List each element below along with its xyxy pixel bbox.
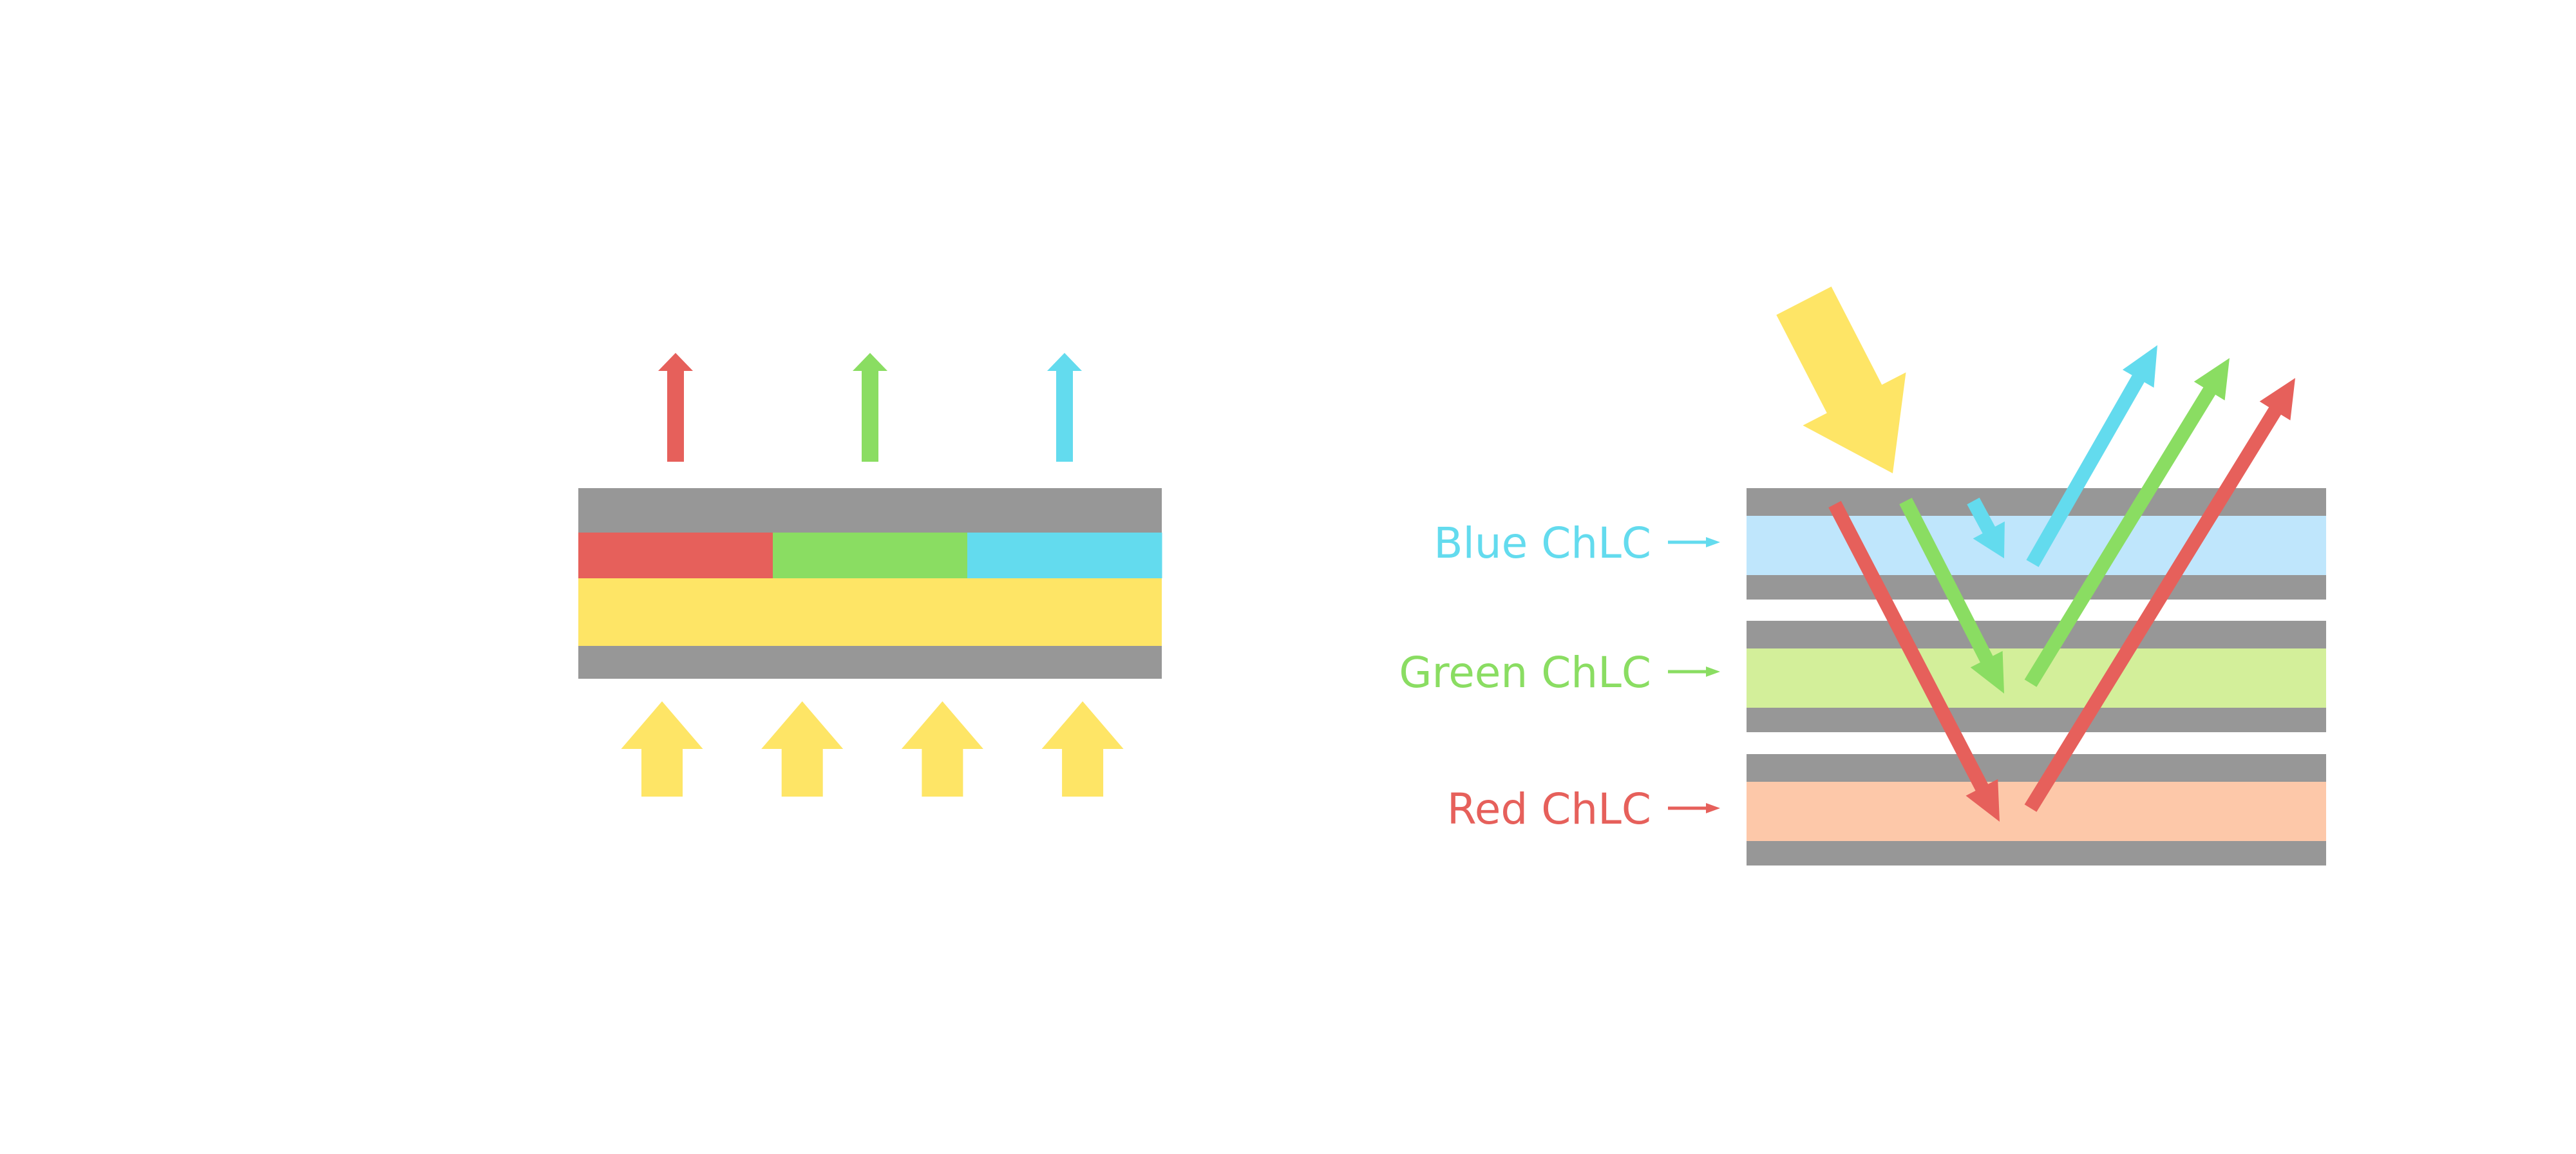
backlight-arrow-icon bbox=[621, 701, 703, 797]
chlc-reflective-display-diagram: Blue ChLC Green ChLC Red ChLC bbox=[1399, 287, 2326, 866]
red-incident-arrow-icon bbox=[1828, 500, 2000, 822]
green-chlc-label: Green ChLC bbox=[1399, 648, 1651, 697]
green-color-filter bbox=[773, 533, 968, 578]
red-emitted-light-arrow-icon bbox=[658, 353, 693, 462]
substrate-bottom bbox=[1747, 708, 2326, 732]
green-reflected-arrow-icon bbox=[2024, 358, 2230, 687]
backlight-arrow-icon bbox=[1041, 701, 1124, 797]
red-chlc-label: Red ChLC bbox=[1447, 784, 1651, 834]
substrate-top bbox=[1747, 621, 2326, 648]
cyan-emitted-light-arrow-icon bbox=[1047, 353, 1082, 462]
backlight-arrow-icon bbox=[901, 701, 983, 797]
blue-reflected-arrow-icon bbox=[2026, 345, 2157, 567]
red-color-filter bbox=[578, 533, 773, 578]
incident-light-arrow-icon bbox=[1776, 287, 1906, 473]
top-substrate bbox=[578, 488, 1162, 533]
green-emitted-light-arrow-icon bbox=[853, 353, 887, 462]
cyan-color-filter bbox=[967, 533, 1162, 578]
blue-incident-arrow-icon bbox=[1967, 497, 2005, 558]
label-pointer-arrow-icon bbox=[1668, 667, 1720, 677]
red-reflected-arrow-icon bbox=[2024, 378, 2295, 812]
label-pointer-arrow-icon bbox=[1668, 537, 1720, 547]
label-pointer-arrow-icon bbox=[1668, 803, 1720, 813]
blue-chlc-label: Blue ChLC bbox=[1434, 518, 1651, 568]
substrate-top bbox=[1747, 754, 2326, 782]
bottom-substrate bbox=[578, 646, 1162, 679]
substrate-bottom bbox=[1747, 575, 2326, 600]
backlight-layer bbox=[578, 578, 1162, 646]
backlight-arrow-icon bbox=[761, 701, 844, 797]
green-incident-arrow-icon bbox=[1899, 497, 2004, 694]
color-filter-display-diagram bbox=[578, 353, 1162, 797]
substrate-bottom bbox=[1747, 841, 2326, 866]
